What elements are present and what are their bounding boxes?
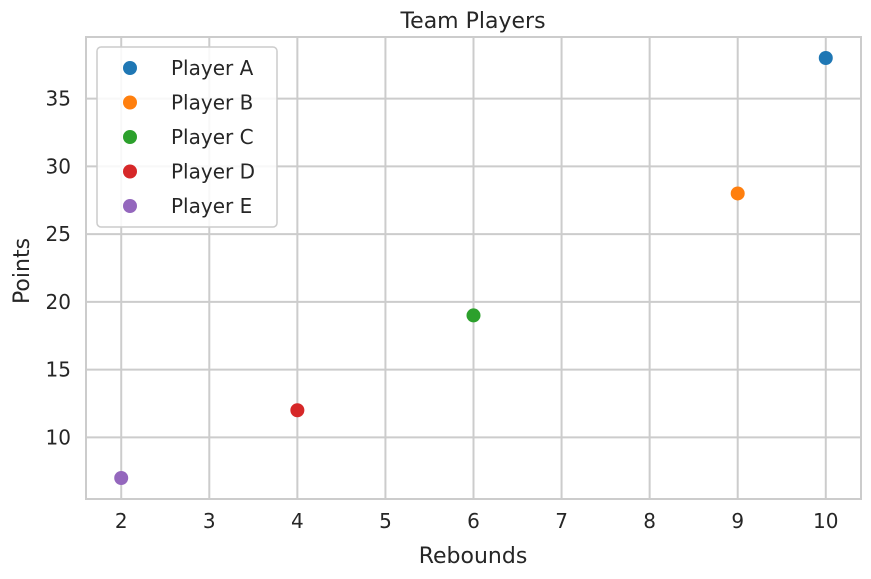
x-tick-label: 10 xyxy=(813,509,838,533)
legend: Player A Player B Player C Player D Player E xyxy=(96,46,278,228)
legend-label: Player B xyxy=(171,91,253,115)
x-tick-label: 8 xyxy=(643,509,656,533)
x-tick-label: 3 xyxy=(203,509,216,533)
legend-marker xyxy=(123,164,137,179)
x-tick-label: 7 xyxy=(555,509,568,533)
data-point-player-b xyxy=(730,186,745,201)
x-axis-label: Rebounds xyxy=(419,544,528,569)
x-tick-label: 5 xyxy=(379,509,392,533)
y-tick-label: 25 xyxy=(46,222,71,246)
legend-marker xyxy=(123,95,137,110)
legend-marker xyxy=(123,130,137,144)
x-tick-label: 6 xyxy=(467,509,480,533)
legend-marker xyxy=(123,61,137,75)
tick-labels: 2 3 4 5 6 7 8 9 10 10 15 20 25 30 35 xyxy=(46,87,839,533)
y-tick-label: 10 xyxy=(46,425,71,449)
legend-box xyxy=(96,46,278,228)
legend-label: Player D xyxy=(171,160,255,184)
data-point-player-e xyxy=(114,471,129,485)
plot-frame xyxy=(85,36,862,500)
y-tick-label: 20 xyxy=(46,290,71,314)
grid-lines xyxy=(86,37,861,499)
legend-label: Player C xyxy=(171,125,254,149)
legend-label: Player A xyxy=(171,56,254,80)
data-point-player-d xyxy=(290,403,305,418)
y-axis-label: Points xyxy=(10,238,35,304)
y-tick-label: 15 xyxy=(46,358,71,382)
x-tick-label: 2 xyxy=(115,509,128,533)
y-tick-label: 30 xyxy=(46,154,71,178)
x-tick-label: 4 xyxy=(291,509,304,533)
chart-title: Team Players xyxy=(399,9,545,34)
x-tick-label: 9 xyxy=(731,509,744,533)
legend-marker xyxy=(123,199,137,213)
legend-label: Player E xyxy=(171,194,252,218)
data-point-player-c xyxy=(466,308,481,323)
y-tick-label: 35 xyxy=(46,87,71,111)
data-points xyxy=(114,51,833,485)
data-point-player-a xyxy=(818,51,833,65)
